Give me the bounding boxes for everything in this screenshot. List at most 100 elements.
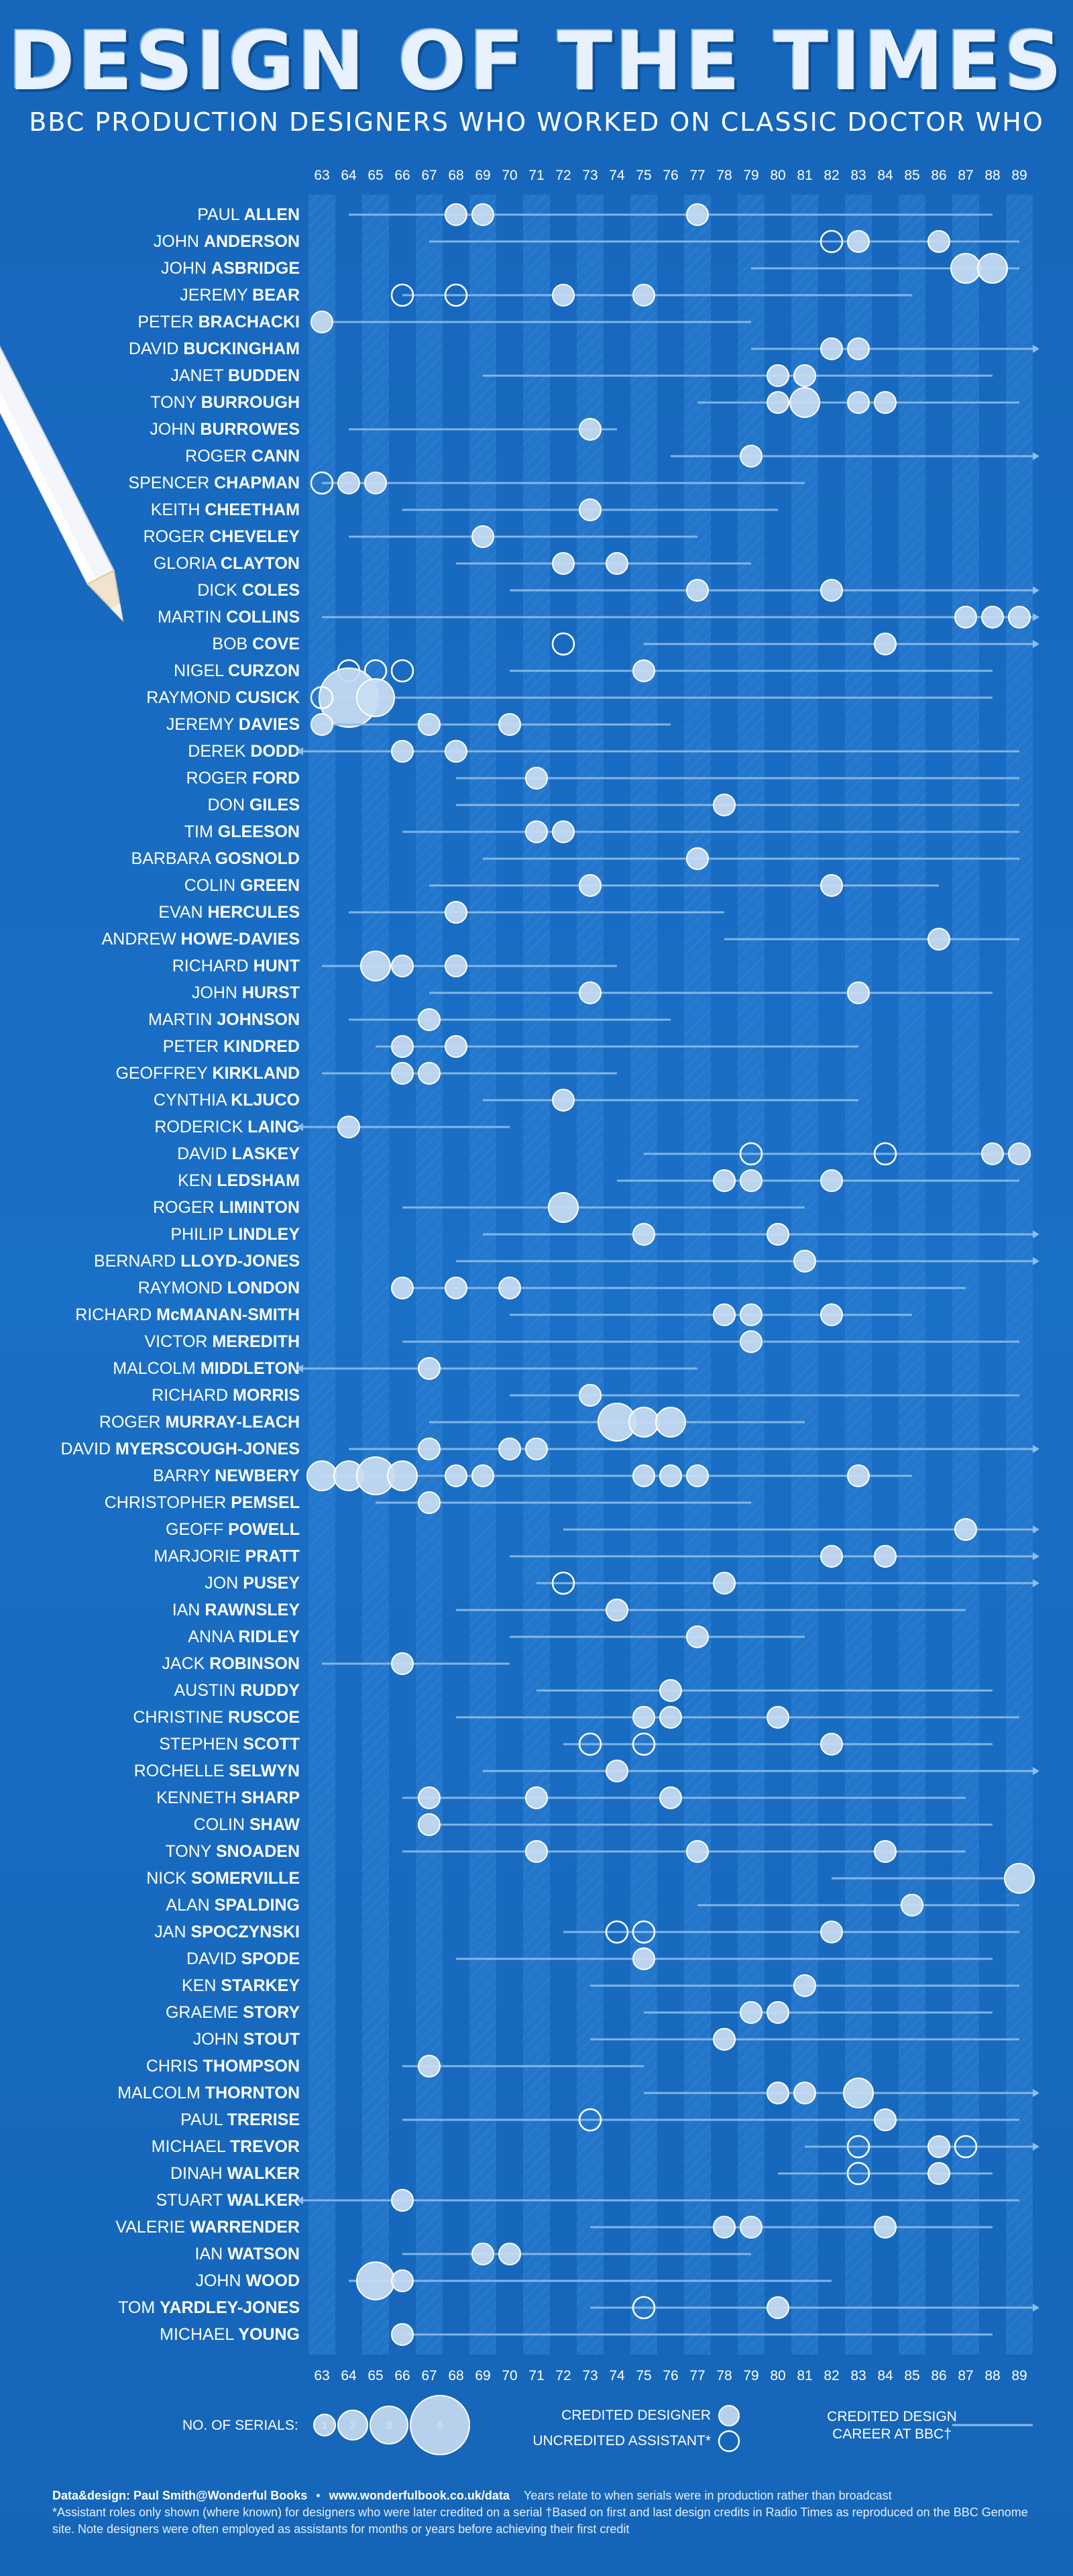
credited-serial-bubble bbox=[740, 2001, 763, 2024]
credited-serial-bubble bbox=[445, 1277, 467, 1299]
designer-surname: SNOADEN bbox=[216, 1842, 300, 1861]
designer-first-name: KEITH bbox=[151, 500, 205, 519]
uncredited-assistant-bubble bbox=[390, 283, 414, 307]
designer-row: JOHN HURST bbox=[192, 981, 993, 1004]
footer: Data&design: Paul Smith@Wonderful Books … bbox=[52, 2489, 1028, 2536]
designer-name: KEN LEDSHAM bbox=[178, 1171, 300, 1190]
career-arrow-right bbox=[1033, 1445, 1039, 1453]
year-stripe bbox=[308, 195, 335, 2355]
designer-row: ROCHELLE SELWYN bbox=[134, 1760, 1039, 1782]
designer-first-name: IAN bbox=[195, 2245, 228, 2263]
designer-first-name: ROGER bbox=[99, 1413, 166, 1432]
year-label-bottom: 83 bbox=[850, 2368, 866, 2383]
career-arrow-left bbox=[296, 1123, 303, 1131]
designer-row: STEPHEN SCOTT bbox=[159, 1732, 993, 1756]
year-label-bottom: 79 bbox=[743, 2368, 758, 2383]
year-label-bottom: 71 bbox=[528, 2368, 544, 2383]
designer-surname: KINDRED bbox=[223, 1037, 300, 1056]
designer-row: RAYMOND CUSICK bbox=[146, 667, 993, 728]
designer-row: ANDREW HOWE-DAVIES bbox=[102, 928, 1019, 951]
credited-serial-bubble bbox=[306, 1460, 337, 1491]
credited-serial-bubble bbox=[360, 951, 391, 981]
credited-serial-bubble bbox=[445, 203, 467, 226]
uncredited-assistant-bubble bbox=[605, 1920, 629, 1944]
designer-surname: SOMERVILLE bbox=[191, 1869, 300, 1888]
designer-row: DICK COLES bbox=[197, 579, 1039, 602]
designer-row: AUSTIN RUDDY bbox=[174, 1679, 993, 1702]
designer-first-name: NIGEL bbox=[174, 661, 228, 680]
footer-credit: Data&design: Paul Smith@Wonderful Books bbox=[52, 2489, 308, 2502]
designer-name: DEREK DODD bbox=[188, 742, 300, 761]
career-arrow-right bbox=[1033, 345, 1039, 353]
designer-surname: DODD bbox=[250, 742, 300, 761]
credited-serial-bubble bbox=[713, 2028, 736, 2051]
footer-url[interactable]: www.wonderfulbook.co.uk/data bbox=[329, 2489, 510, 2502]
designer-first-name: JOHN bbox=[161, 259, 211, 278]
designer-surname: HERCULES bbox=[207, 903, 300, 922]
designer-name: JOHN HURST bbox=[192, 983, 300, 1002]
designer-name: CHRIS THOMPSON bbox=[146, 2057, 300, 2076]
designer-surname: SPALDING bbox=[215, 1896, 300, 1915]
year-label-bottom: 67 bbox=[421, 2368, 437, 2383]
year-label-top: 87 bbox=[958, 168, 973, 183]
designer-surname: JOHNSON bbox=[217, 1010, 300, 1029]
credited-serial-bubble bbox=[391, 2269, 414, 2292]
year-label-top: 63 bbox=[314, 168, 329, 183]
designer-name: DINAH WALKER bbox=[170, 2164, 300, 2183]
credited-serial-bubble bbox=[356, 678, 395, 717]
credited-serial-bubble bbox=[525, 1438, 548, 1460]
legend-uncredited-bubble bbox=[718, 2430, 740, 2453]
designer-row: PETER KINDRED bbox=[163, 1035, 858, 1058]
designer-row: STUART WALKER bbox=[156, 2189, 1019, 2212]
designer-name: BARBARA GOSNOLD bbox=[131, 849, 300, 868]
year-stripe bbox=[952, 195, 979, 2355]
designer-row: RICHARD McMANAN-SMITH bbox=[75, 1303, 912, 1326]
credited-serial-bubble bbox=[418, 1786, 441, 1809]
credited-serial-bubble bbox=[981, 1142, 1004, 1165]
year-stripe bbox=[416, 195, 443, 2355]
designer-name: GRAEME STORY bbox=[166, 2003, 300, 2022]
designer-name: KEITH CHEETHAM bbox=[151, 500, 300, 519]
credited-serial-bubble bbox=[632, 284, 655, 307]
designer-row: ROGER LIMINTON bbox=[153, 1192, 805, 1223]
year-stripe bbox=[684, 195, 711, 2355]
designer-surname: GOSNOLD bbox=[215, 849, 300, 868]
designer-surname: McMANAN-SMITH bbox=[156, 1305, 300, 1324]
credited-serial-bubble bbox=[820, 337, 843, 360]
designer-surname: BUCKINGHAM bbox=[183, 339, 300, 358]
designer-surname: LONDON bbox=[227, 1279, 300, 1297]
designer-name: RICHARD MORRIS bbox=[152, 1386, 300, 1405]
career-arrow-right bbox=[1033, 586, 1039, 594]
career-arrow-right bbox=[1033, 1230, 1039, 1238]
year-label-bottom: 70 bbox=[502, 2368, 517, 2383]
designer-name: JAN SPOCZYNSKI bbox=[154, 1923, 300, 1941]
credited-serial-bubble bbox=[740, 1303, 763, 1326]
designer-first-name: MICHAEL bbox=[160, 2325, 238, 2344]
credited-serial-bubble bbox=[767, 1706, 789, 1729]
designer-first-name: JOHN bbox=[154, 232, 204, 251]
designer-row: CYNTHIA KLJUCO bbox=[154, 1089, 858, 1112]
designer-first-name: RAYMOND bbox=[138, 1279, 227, 1297]
designer-name: BARRY NEWBERY bbox=[153, 1466, 300, 1485]
designer-surname: THORNTON bbox=[205, 2084, 300, 2102]
designer-first-name: DEREK bbox=[188, 742, 250, 761]
credited-serial-bubble bbox=[445, 955, 467, 977]
designer-first-name: CYNTHIA bbox=[154, 1091, 231, 1110]
designer-first-name: DON bbox=[207, 796, 249, 814]
pencil-illustration bbox=[0, 329, 124, 623]
designer-surname: WATSON bbox=[227, 2245, 300, 2263]
designer-row: TONY BURROUGH bbox=[150, 387, 1019, 418]
designer-name: IAN RAWNSLEY bbox=[172, 1601, 300, 1619]
designer-row: EVAN HERCULES bbox=[158, 901, 724, 924]
credited-serial-bubble bbox=[418, 1813, 441, 1836]
designer-name: COLIN GREEN bbox=[184, 876, 300, 895]
designer-surname: ROBINSON bbox=[209, 1654, 300, 1673]
designer-surname: DAVIES bbox=[239, 715, 300, 734]
designer-row: MARTIN COLLINS bbox=[158, 606, 1039, 629]
credited-serial-bubble bbox=[713, 1169, 736, 1192]
credited-serial-bubble bbox=[713, 794, 736, 816]
designer-surname: CLAYTON bbox=[221, 554, 300, 573]
credited-serial-bubble bbox=[874, 2108, 897, 2131]
designer-surname: WALKER bbox=[227, 2191, 300, 2210]
year-label-top: 85 bbox=[904, 168, 919, 183]
